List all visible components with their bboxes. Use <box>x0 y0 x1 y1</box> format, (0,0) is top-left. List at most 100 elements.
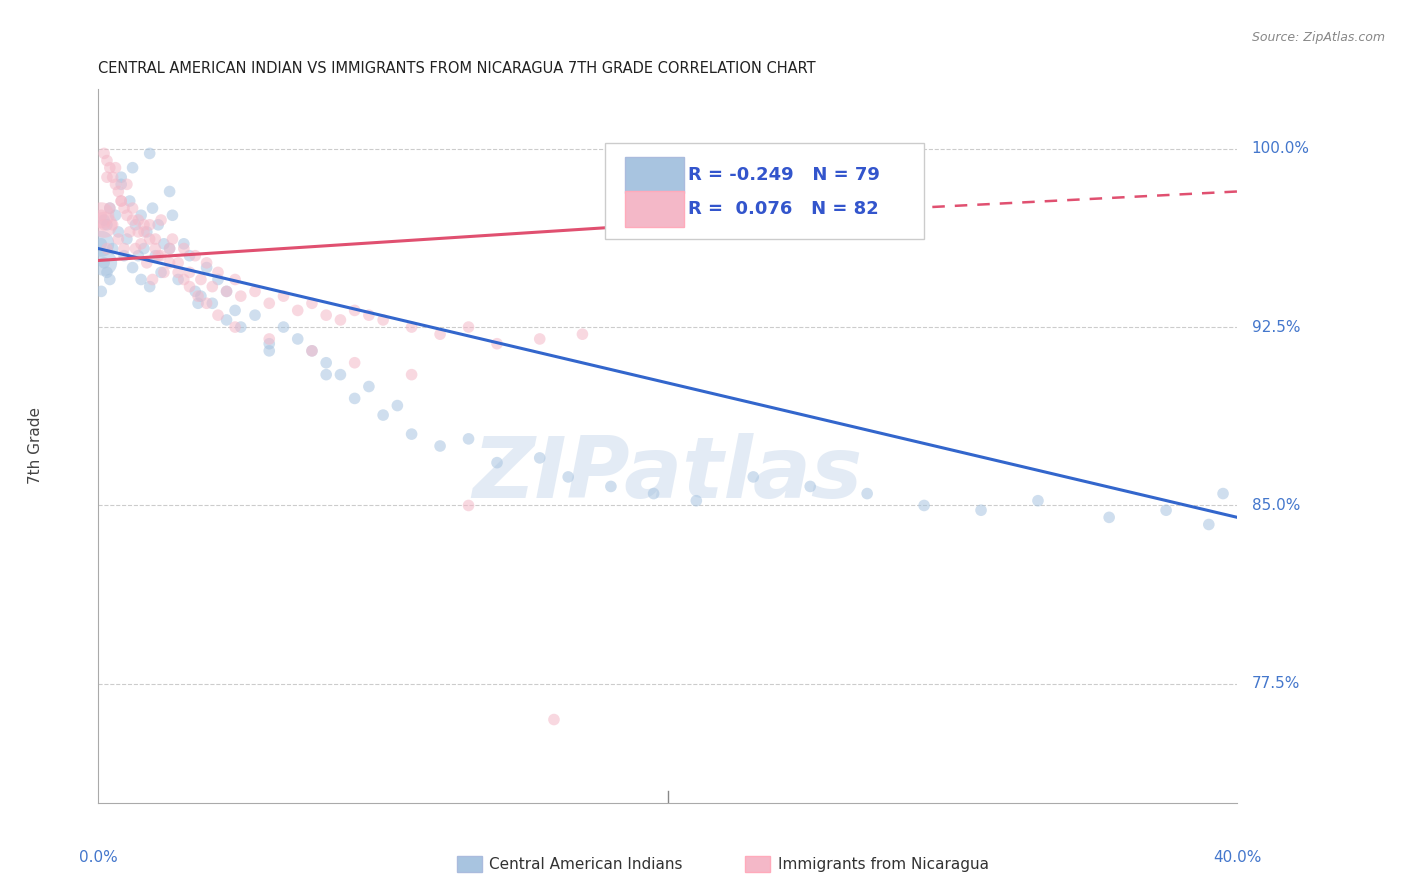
Point <box>107 232 129 246</box>
Point <box>93 213 115 227</box>
Point <box>329 313 352 327</box>
Point <box>1026 493 1049 508</box>
Point <box>1212 486 1234 500</box>
Point <box>121 201 143 215</box>
Point <box>90 208 112 222</box>
Point <box>101 242 124 256</box>
Point <box>153 236 176 251</box>
Point <box>557 470 579 484</box>
Point <box>429 439 451 453</box>
Point <box>173 236 195 251</box>
Point <box>159 242 181 256</box>
Point <box>167 256 190 270</box>
Point <box>401 368 423 382</box>
Point <box>179 265 201 279</box>
Point <box>401 320 423 334</box>
Point <box>429 327 451 342</box>
Point <box>201 279 224 293</box>
Point <box>115 232 138 246</box>
Point <box>273 320 295 334</box>
Point <box>96 153 118 168</box>
Point <box>912 499 935 513</box>
Point <box>90 236 112 251</box>
Point <box>138 218 160 232</box>
Point <box>141 272 163 286</box>
Point <box>93 256 115 270</box>
Point <box>259 332 281 346</box>
Point <box>115 208 138 222</box>
Point <box>162 208 184 222</box>
Point <box>121 161 143 175</box>
Point <box>201 296 224 310</box>
Point <box>138 279 160 293</box>
Point <box>118 225 141 239</box>
Text: 77.5%: 77.5% <box>1251 676 1301 691</box>
Point <box>132 242 155 256</box>
Point <box>486 336 509 351</box>
Point <box>373 313 395 327</box>
Point <box>195 296 218 310</box>
Point <box>112 249 135 263</box>
Point <box>457 499 479 513</box>
Point <box>184 285 207 299</box>
Point <box>159 256 181 270</box>
Point <box>93 218 115 232</box>
Point <box>127 213 149 227</box>
Point <box>145 249 167 263</box>
Point <box>145 242 167 256</box>
Point <box>96 218 118 232</box>
Point <box>457 320 479 334</box>
Point <box>571 327 593 342</box>
Point <box>104 208 127 222</box>
Point <box>207 272 229 286</box>
Point <box>90 208 112 222</box>
Point <box>343 392 366 406</box>
Text: 85.0%: 85.0% <box>1251 498 1301 513</box>
FancyBboxPatch shape <box>624 191 683 227</box>
Point <box>207 265 229 279</box>
Point <box>110 194 132 208</box>
Point <box>184 249 207 263</box>
Point <box>93 256 115 270</box>
Point <box>273 289 295 303</box>
Text: 100.0%: 100.0% <box>1251 141 1309 156</box>
Text: 92.5%: 92.5% <box>1251 319 1301 334</box>
Point <box>457 432 479 446</box>
Point <box>167 265 190 279</box>
Point <box>229 289 252 303</box>
Point <box>98 161 121 175</box>
Point <box>104 161 127 175</box>
Text: Source: ZipAtlas.com: Source: ZipAtlas.com <box>1251 31 1385 45</box>
Point <box>187 296 209 310</box>
FancyBboxPatch shape <box>624 157 683 193</box>
Point <box>685 493 707 508</box>
Point <box>127 225 149 239</box>
Point <box>315 356 337 370</box>
Text: Central American Indians: Central American Indians <box>489 857 683 871</box>
Point <box>101 170 124 185</box>
Point <box>127 249 149 263</box>
Point <box>150 213 173 227</box>
Point <box>190 289 212 303</box>
Point <box>132 225 155 239</box>
Point <box>104 178 127 192</box>
Point <box>135 256 157 270</box>
Point <box>124 218 146 232</box>
Point <box>224 272 246 286</box>
Point <box>287 303 309 318</box>
Point <box>138 146 160 161</box>
Point <box>224 320 246 334</box>
Point <box>167 272 190 286</box>
Point <box>357 308 380 322</box>
Point <box>93 218 115 232</box>
Point <box>600 479 623 493</box>
Point <box>387 399 409 413</box>
Text: Immigrants from Nicaragua: Immigrants from Nicaragua <box>778 857 988 871</box>
Point <box>112 242 135 256</box>
Point <box>90 285 112 299</box>
Point <box>1098 510 1121 524</box>
Point <box>153 265 176 279</box>
Point <box>110 170 132 185</box>
Point <box>162 232 184 246</box>
Point <box>243 308 266 322</box>
